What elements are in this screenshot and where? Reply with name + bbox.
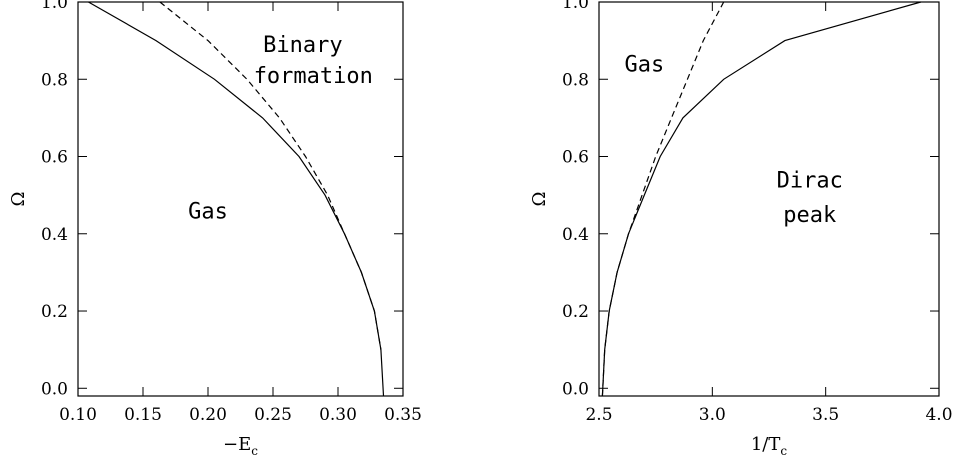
region-annotation: Gas bbox=[188, 199, 228, 224]
left-panel: 0.10 0.15 0.20 0.25 0.30 0.35 0.0 0.2 0.4 0.6 0.8 1… bbox=[8, 0, 422, 458]
x-axis-label-subscript: c bbox=[251, 444, 258, 458]
y-tick-label: 1.0 bbox=[562, 0, 589, 13]
region-annotation: Gas bbox=[624, 53, 664, 78]
dashed-series-line bbox=[159, 1, 382, 350]
y-tick-label: 1.0 bbox=[41, 0, 68, 13]
x-tick-label: 2.5 bbox=[585, 405, 612, 425]
region-annotation: formation bbox=[254, 64, 373, 89]
y-tick-label: 0.4 bbox=[562, 225, 589, 245]
x-tick-label: 0.20 bbox=[189, 405, 227, 425]
x-axis-label-main: 1/T bbox=[751, 434, 781, 455]
y-tick-label: 0.8 bbox=[562, 70, 589, 90]
y-axis-label: Ω bbox=[8, 192, 29, 207]
region-annotation: peak bbox=[783, 203, 836, 228]
y-tick-label: 0.6 bbox=[41, 148, 68, 168]
x-tick-label: 0.10 bbox=[59, 405, 97, 425]
region-annotation: Binary bbox=[263, 33, 342, 58]
y-tick-label: 0.2 bbox=[41, 302, 68, 322]
x-tick-label: 3.0 bbox=[699, 405, 726, 425]
y-tick-label: 0.2 bbox=[562, 302, 589, 322]
x-axis-label-main: −E bbox=[223, 434, 251, 455]
y-tick-label: 0.0 bbox=[562, 379, 589, 399]
x-axis-label-subscript: c bbox=[780, 444, 787, 458]
x-tick-label: 0.15 bbox=[124, 405, 162, 425]
right-panel: 2.5 3.0 3.5 4.0 0.0 0.2 0.4 0.6 0.8 1.0 1/Tc Ω Gas Di… bbox=[529, 0, 953, 458]
y-tick-label: 0.8 bbox=[41, 70, 68, 90]
y-tick-label: 0.4 bbox=[41, 225, 68, 245]
x-axis-label: −Ec bbox=[223, 434, 258, 458]
region-annotation: Dirac bbox=[777, 168, 843, 193]
x-tick-label: 3.5 bbox=[812, 405, 839, 425]
plot-frame bbox=[77, 1, 404, 397]
y-tick-label: 0.6 bbox=[562, 148, 589, 168]
x-axis-label: 1/Tc bbox=[751, 434, 788, 458]
x-tick-label: 0.30 bbox=[319, 405, 357, 425]
plot-frame bbox=[598, 1, 940, 397]
x-tick-label: 4.0 bbox=[925, 405, 952, 425]
x-tick-label: 0.25 bbox=[254, 405, 292, 425]
solid-series-line bbox=[88, 1, 385, 397]
y-tick-label: 0.0 bbox=[41, 379, 68, 399]
x-tick-label: 0.35 bbox=[384, 405, 422, 425]
dashed-series-line bbox=[601, 1, 725, 397]
y-axis-label: Ω bbox=[529, 192, 550, 207]
